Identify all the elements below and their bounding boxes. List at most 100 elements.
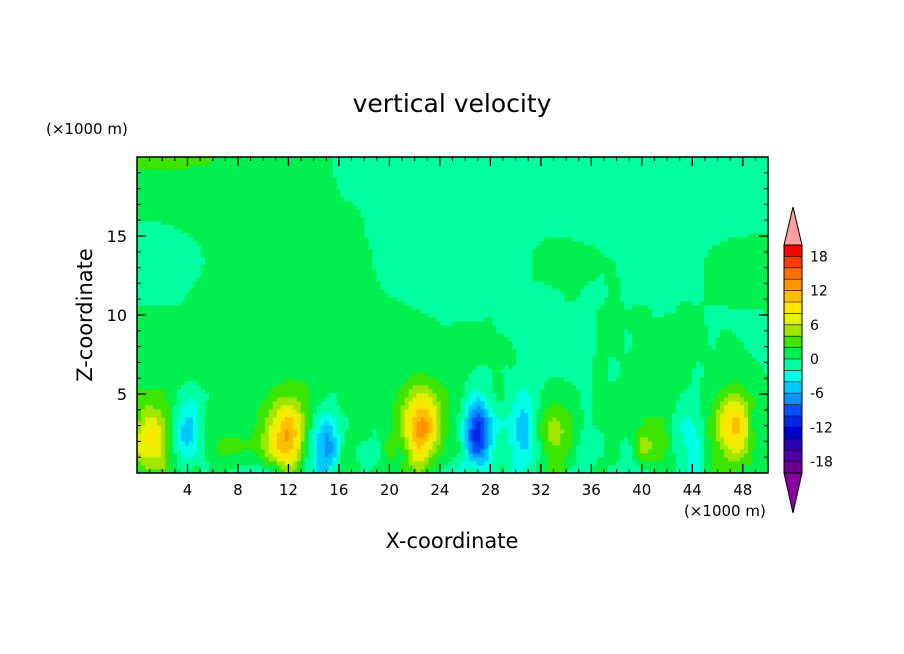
field-cell [264,365,270,370]
field-cell [356,461,362,466]
field-cell [332,433,338,438]
field-cell [140,425,146,430]
field-cell [156,269,162,274]
field-cell [280,453,286,458]
field-cell [144,301,150,306]
field-cell [340,309,346,314]
field-cell [180,221,186,226]
field-cell [204,205,210,210]
field-cell [220,329,226,334]
field-cell [340,281,346,286]
field-cell [192,301,198,306]
field-cell [144,321,150,326]
field-cell [380,289,385,294]
field-cell [164,333,170,338]
field-cell [380,365,385,370]
field-cell [268,381,274,386]
field-cell [252,465,258,470]
field-cell [376,433,382,438]
field-cell [152,273,158,278]
field-cell [160,213,166,218]
field-cell [152,265,158,270]
field-cell [252,177,258,182]
field-cell [172,425,178,430]
field-cell [168,385,174,390]
field-cell [240,245,246,250]
field-cell [144,373,150,378]
field-cell [196,369,202,374]
field-cell [144,293,150,298]
field-cell [308,341,314,346]
field-cell [212,261,218,266]
field-cell [328,365,334,370]
field-cell [332,333,338,338]
field-cell [336,257,342,262]
field-cell [376,329,382,334]
field-cell [352,365,358,370]
field-cell [196,405,202,410]
field-cell [336,205,342,210]
field-cell [148,193,154,198]
field-cell [320,297,326,302]
field-cell [164,369,170,374]
field-cell [304,421,310,426]
field-cell [224,225,230,230]
field-cell [376,421,382,426]
field-cell [172,173,178,178]
field-cell [376,449,382,454]
field-cell [200,325,206,330]
field-cell [264,433,270,438]
field-cell [144,197,150,202]
field-cell [192,321,198,326]
field-cell [380,317,385,322]
field-cell [280,253,286,258]
field-cell [172,261,178,266]
field-cell [196,269,202,274]
field-cell [228,325,234,330]
field-cell [204,353,210,358]
field-cell [368,349,374,354]
field-cell [312,173,318,178]
field-cell [272,349,278,354]
field-cell [200,305,206,310]
field-cell [248,285,254,290]
field-cell [220,213,226,218]
field-cell [380,329,385,334]
field-cell [296,401,302,406]
field-cell [272,221,278,226]
field-cell [137,177,142,182]
field-cell [264,217,270,222]
field-cell [268,293,274,298]
field-cell [284,249,290,254]
field-cell [332,449,338,454]
field-cell [164,349,170,354]
field-cell [184,437,190,442]
field-cell [192,401,198,406]
field-cell [356,377,362,382]
field-cell [360,201,366,206]
field-cell [340,245,346,250]
field-cell [296,249,302,254]
field-cell [192,229,198,234]
field-cell [380,257,385,262]
field-cell [316,253,322,258]
field-cell [244,449,250,454]
field-cell [256,469,262,474]
field-cell [168,389,174,394]
field-cell [304,345,310,350]
field-cell [140,361,146,366]
field-cell [160,445,166,450]
field-cell [232,201,238,206]
field-cell [320,185,326,190]
field-cell [276,193,282,198]
field-cell [360,285,366,290]
field-cell [220,221,226,226]
field-cell [376,193,382,198]
field-cell [288,261,294,266]
field-cell [256,265,262,270]
field-cell [296,245,302,250]
field-cell [240,325,246,330]
field-cell [188,181,194,186]
field-cell [296,409,302,414]
field-cell [380,421,385,426]
